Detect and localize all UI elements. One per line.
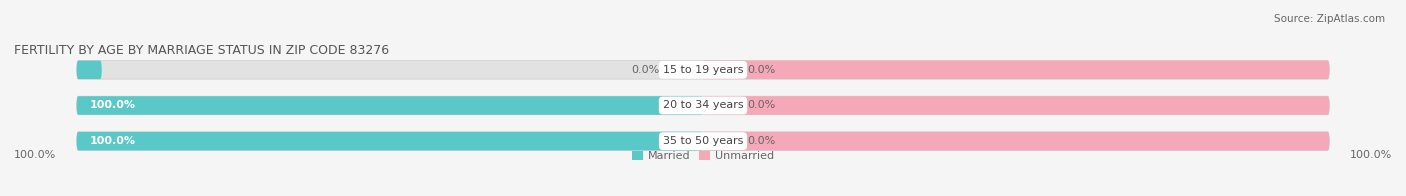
FancyBboxPatch shape [77, 96, 1329, 115]
FancyBboxPatch shape [77, 61, 101, 79]
Text: 20 to 34 years: 20 to 34 years [662, 101, 744, 111]
Text: 35 to 50 years: 35 to 50 years [662, 136, 744, 146]
FancyBboxPatch shape [703, 61, 1329, 79]
FancyBboxPatch shape [703, 132, 1329, 150]
FancyBboxPatch shape [77, 132, 703, 150]
Text: Source: ZipAtlas.com: Source: ZipAtlas.com [1274, 14, 1385, 24]
FancyBboxPatch shape [77, 61, 1329, 79]
Text: 0.0%: 0.0% [747, 136, 775, 146]
Text: FERTILITY BY AGE BY MARRIAGE STATUS IN ZIP CODE 83276: FERTILITY BY AGE BY MARRIAGE STATUS IN Z… [14, 44, 389, 57]
Text: 100.0%: 100.0% [89, 101, 135, 111]
Text: 100.0%: 100.0% [89, 136, 135, 146]
Text: 0.0%: 0.0% [631, 65, 659, 75]
Legend: Married, Unmarried: Married, Unmarried [633, 151, 773, 161]
Text: 0.0%: 0.0% [747, 101, 775, 111]
FancyBboxPatch shape [77, 96, 703, 115]
Text: 100.0%: 100.0% [1350, 150, 1392, 160]
FancyBboxPatch shape [77, 132, 1329, 150]
Text: 0.0%: 0.0% [747, 65, 775, 75]
FancyBboxPatch shape [703, 96, 1329, 115]
Text: 100.0%: 100.0% [14, 150, 56, 160]
Text: 15 to 19 years: 15 to 19 years [662, 65, 744, 75]
